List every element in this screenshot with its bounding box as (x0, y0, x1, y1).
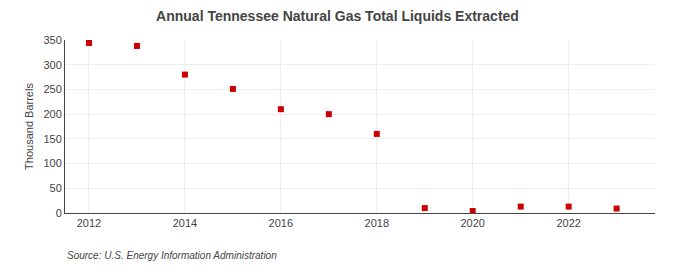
svg-text:300: 300 (43, 59, 61, 71)
svg-text:50: 50 (50, 182, 62, 194)
svg-text:0: 0 (56, 207, 62, 219)
svg-text:2016: 2016 (269, 217, 293, 229)
svg-text:2020: 2020 (460, 217, 484, 229)
svg-text:2014: 2014 (173, 217, 197, 229)
svg-text:2018: 2018 (365, 217, 389, 229)
svg-text:100: 100 (43, 157, 61, 169)
svg-text:Thousand Barrels: Thousand Barrels (23, 83, 35, 170)
svg-text:350: 350 (43, 34, 61, 46)
svg-text:150: 150 (43, 133, 61, 145)
svg-text:2012: 2012 (77, 217, 101, 229)
svg-text:Source: U.S. Energy Informatio: Source: U.S. Energy Information Administ… (67, 250, 277, 261)
svg-text:2022: 2022 (556, 217, 580, 229)
svg-text:Annual Tennessee Natural Gas T: Annual Tennessee Natural Gas Total Liqui… (156, 8, 519, 24)
svg-text:250: 250 (43, 83, 61, 95)
svg-text:200: 200 (43, 108, 61, 120)
